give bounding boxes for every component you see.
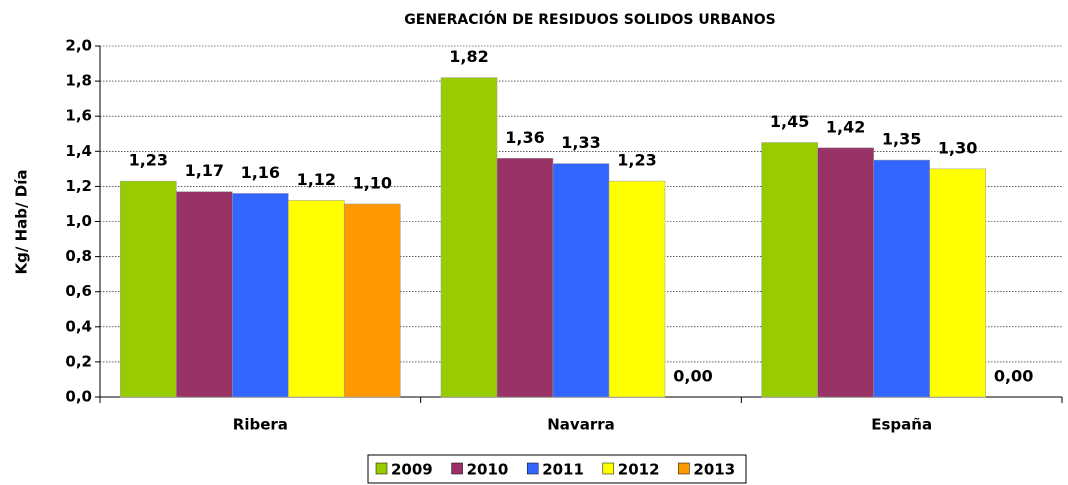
y-tick-label: 0,4 [65,317,92,335]
legend-swatch [451,462,463,475]
x-tick-label: España [871,416,932,434]
y-tick-label: 1,6 [65,107,92,125]
data-label: 1,17 [185,161,224,180]
data-label: 1,42 [826,117,865,136]
y-tick-label: 2,0 [65,37,92,55]
legend-swatch [602,462,615,475]
y-tick-label: 0,2 [65,352,92,370]
legend-label: 2013 [693,461,735,479]
bar [120,180,177,398]
y-tick-label: 1,8 [65,72,92,90]
data-label: 1,35 [882,130,921,149]
data-label: 0,00 [994,367,1033,386]
data-label: 1,33 [561,133,600,152]
bar [608,180,666,398]
y-axis-label: Kg/ Hab/ Día [13,170,31,275]
bar [552,163,610,398]
legend-label: 2011 [542,461,584,479]
bar [440,77,498,398]
bar [761,142,818,398]
bar [232,193,289,398]
legend-swatch [375,462,388,475]
x-tick-label: Ribera [233,416,288,434]
data-label: 1,30 [938,138,977,157]
legend-label: 2012 [618,461,660,479]
y-tick-label: 0,0 [65,388,92,406]
y-tick-label: 0,6 [65,282,92,300]
y-tick-label: 1,0 [65,212,92,230]
bar [344,203,401,398]
bar [496,158,554,398]
x-tick-label: Navarra [547,416,615,434]
data-label: 1,82 [449,47,488,66]
data-label: 1,45 [770,112,809,131]
chart-title: GENERACIÓN DE RESIDUOS SOLIDOS URBANOS [404,10,775,28]
data-label: 1,36 [505,128,544,147]
legend-label: 2009 [391,461,433,479]
data-label: 1,10 [353,173,392,192]
data-label: 0,00 [673,367,712,386]
legend-swatch [678,462,690,475]
bar [176,191,233,398]
data-label: 1,23 [129,151,168,170]
bar [873,159,930,398]
bar [929,168,986,398]
data-label: 1,12 [297,170,336,189]
y-tick-label: 1,4 [65,142,92,160]
legend-swatch [526,462,539,475]
y-tick-label: 0,8 [65,247,92,265]
bar [288,200,345,398]
data-label: 1,16 [241,163,280,182]
y-tick-label: 1,2 [65,177,92,195]
bar [817,147,874,398]
data-label: 1,23 [617,151,656,170]
legend-label: 2010 [467,461,509,479]
